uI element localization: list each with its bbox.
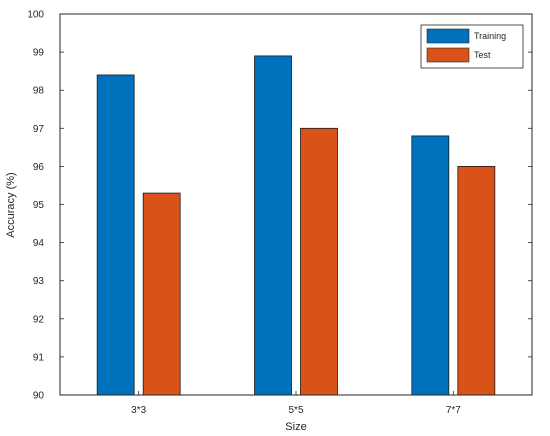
legend-label-test: Test [474, 50, 491, 60]
plot-frame [59, 13, 533, 396]
y-tick-label: 92 [33, 314, 45, 325]
y-tick-label: 96 [33, 162, 45, 173]
legend: Training Test [420, 24, 524, 69]
bar-test-2 [300, 127, 338, 396]
bar-test-3 [457, 165, 496, 396]
y-tick-label: 94 [33, 238, 45, 249]
y-axis-title: Accuracy (%) [5, 172, 17, 237]
bar-training-1 [96, 74, 135, 396]
y-tick-label: 100 [27, 10, 44, 21]
y-tick-label: 91 [33, 352, 45, 363]
legend-swatch-test [426, 47, 470, 63]
x-tick-label: 5*5 [288, 405, 303, 416]
bar-test-1 [142, 192, 181, 396]
x-tick-label: 3*3 [131, 405, 146, 416]
y-tick-label: 99 [33, 48, 45, 59]
x-axis-title: Size [285, 421, 306, 433]
bars-layer [96, 55, 496, 396]
bar-training-3 [411, 135, 450, 396]
y-tick-label: 90 [33, 391, 45, 402]
x-tick-label: 7*7 [446, 405, 461, 416]
y-axis-ticks: 90 91 92 93 94 95 96 97 98 99 100 [27, 10, 532, 402]
x-axis-ticks: 3*3 5*5 7*7 [131, 391, 461, 416]
y-tick-label: 98 [33, 86, 45, 97]
y-tick-label: 97 [33, 124, 45, 135]
plot-area [60, 14, 532, 395]
y-tick-label: 95 [33, 200, 45, 211]
bar-training-2 [254, 55, 292, 396]
legend-swatch-training [426, 28, 470, 44]
y-tick-label: 93 [33, 276, 45, 287]
legend-label-training: Training [474, 31, 506, 41]
